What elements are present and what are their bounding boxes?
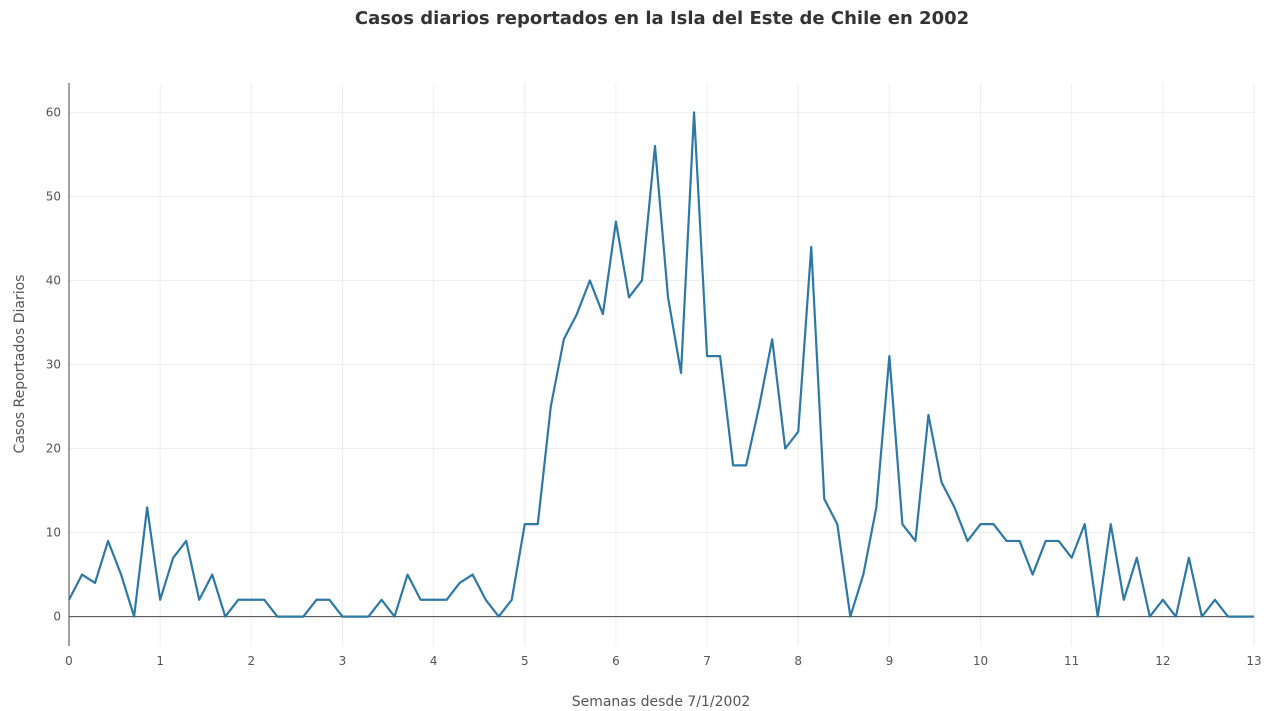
x-tick-label: 2	[247, 654, 255, 668]
x-tick-label: 9	[886, 654, 894, 668]
series-line-0	[68, 111, 1254, 618]
y-tick-label: 60	[46, 105, 61, 119]
x-tick-label: 3	[339, 654, 347, 668]
y-tick-label: 40	[46, 273, 61, 287]
y-tick-label: 30	[46, 358, 61, 372]
chart-title: Casos diarios reportados en la Isla del …	[355, 8, 969, 29]
x-tick-label: 10	[973, 654, 988, 668]
y-tick-label: 10	[46, 526, 61, 540]
series-layer	[68, 111, 1254, 618]
x-tick-label: 4	[430, 654, 438, 668]
y-axis-label: Casos Reportados Diarios	[12, 275, 28, 454]
x-tick-label: 11	[1064, 654, 1079, 668]
x-tick-label: 12	[1155, 654, 1170, 668]
x-tick-label: 5	[521, 654, 529, 668]
x-tick-label: 8	[794, 654, 802, 668]
y-tick-label: 20	[46, 442, 61, 456]
x-tick-label: 1	[156, 654, 164, 668]
grid-layer	[69, 83, 1255, 646]
y-tick-label: 50	[46, 189, 61, 203]
x-tick-label: 13	[1246, 654, 1261, 668]
x-tick-label: 0	[65, 654, 73, 668]
x-tick-label: 7	[703, 654, 711, 668]
x-tick-label: 6	[612, 654, 620, 668]
x-axis-label: Semanas desde 7/1/2002	[572, 694, 751, 710]
y-tick-label: 0	[53, 610, 61, 624]
